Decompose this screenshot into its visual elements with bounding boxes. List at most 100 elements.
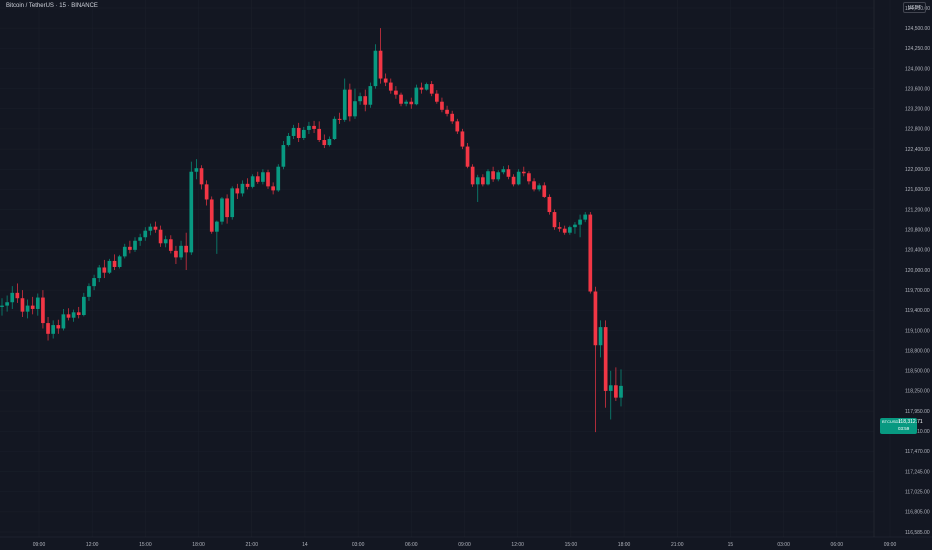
candle-body[interactable] <box>552 212 557 228</box>
candle-body[interactable] <box>204 184 209 200</box>
candle-body[interactable] <box>455 121 460 132</box>
candle-body[interactable] <box>87 286 91 297</box>
candle-body[interactable] <box>240 183 245 194</box>
candle-body[interactable] <box>71 312 76 318</box>
candle-body[interactable] <box>378 50 383 79</box>
candle-body[interactable] <box>112 260 117 267</box>
candle-body[interactable] <box>179 245 183 258</box>
candle-body[interactable] <box>46 323 50 334</box>
candle-body[interactable] <box>250 176 255 187</box>
candle-body[interactable] <box>557 227 562 229</box>
candle-body[interactable] <box>61 314 66 329</box>
candle-body[interactable] <box>307 125 311 130</box>
candle-body[interactable] <box>445 109 449 114</box>
candle-body[interactable] <box>148 226 153 231</box>
candle-body[interactable] <box>470 166 475 185</box>
candle-body[interactable] <box>133 240 137 250</box>
candle-body[interactable] <box>276 166 281 191</box>
candle-body[interactable] <box>506 169 511 177</box>
candle-body[interactable] <box>245 183 250 187</box>
candle-body[interactable] <box>20 298 25 312</box>
candle-body[interactable] <box>281 145 286 167</box>
candle-body[interactable] <box>388 82 393 91</box>
candle-body[interactable] <box>143 230 148 238</box>
candle-body[interactable] <box>481 177 485 185</box>
candle-body[interactable] <box>312 125 316 129</box>
candle-body[interactable] <box>465 146 470 167</box>
candle-body[interactable] <box>532 181 536 190</box>
candle-body[interactable] <box>429 84 434 94</box>
candle-body[interactable] <box>358 96 362 102</box>
candle-body[interactable] <box>10 292 15 303</box>
candle-body[interactable] <box>578 219 582 225</box>
candle-body[interactable] <box>475 177 480 185</box>
candle-body[interactable] <box>511 176 516 185</box>
candle-body[interactable] <box>15 292 20 299</box>
candle-body[interactable] <box>291 127 296 136</box>
candle-body[interactable] <box>0 305 4 307</box>
candle-body[interactable] <box>342 89 347 120</box>
candle-body[interactable] <box>102 267 107 273</box>
candle-body[interactable] <box>501 169 506 173</box>
candle-body[interactable] <box>107 260 112 273</box>
candle-body[interactable] <box>332 118 337 139</box>
candle-body[interactable] <box>363 96 368 105</box>
candle-body[interactable] <box>353 101 357 117</box>
candle-body[interactable] <box>542 185 547 197</box>
candle-body[interactable] <box>603 327 608 391</box>
candle-body[interactable] <box>562 228 567 233</box>
candle-body[interactable] <box>138 237 142 241</box>
currency-badge[interactable]: USDT <box>903 2 926 13</box>
candle-body[interactable] <box>527 173 531 182</box>
candle-body[interactable] <box>496 172 501 180</box>
candle-body[interactable] <box>76 312 81 316</box>
price-axis[interactable]: 124,750.00 124,500.00 124,250.00 124,000.00… <box>905 6 930 536</box>
candle-body[interactable] <box>608 385 613 391</box>
candle-body[interactable] <box>5 302 9 306</box>
candle-body[interactable] <box>573 224 577 228</box>
candle-body[interactable] <box>30 305 35 309</box>
candle-body[interactable] <box>588 214 593 292</box>
candle-body[interactable] <box>547 196 552 213</box>
candle-body[interactable] <box>41 297 45 324</box>
candle-body[interactable] <box>619 385 623 398</box>
candle-body[interactable] <box>537 185 541 190</box>
candle-body[interactable] <box>35 297 40 309</box>
candle-body[interactable] <box>189 171 194 253</box>
candle-body[interactable] <box>163 239 168 244</box>
candle-body[interactable] <box>174 250 178 258</box>
candle-body[interactable] <box>92 278 96 287</box>
candle-body[interactable] <box>66 314 71 318</box>
candle-body[interactable] <box>117 256 122 267</box>
candle-body[interactable] <box>286 135 291 146</box>
candle-body[interactable] <box>583 214 588 220</box>
candle-body[interactable] <box>424 84 429 90</box>
candle-body[interactable] <box>434 93 439 102</box>
candle-body[interactable] <box>51 325 55 334</box>
candle-body[interactable] <box>261 172 265 182</box>
candle-body[interactable] <box>56 325 61 329</box>
candle-body[interactable] <box>614 385 618 398</box>
candle-body[interactable] <box>271 186 275 191</box>
candle-body[interactable] <box>153 226 158 230</box>
candle-body[interactable] <box>122 246 127 257</box>
candle-body[interactable] <box>337 118 342 120</box>
candle-body[interactable] <box>97 267 102 279</box>
candle-body[interactable] <box>348 89 352 117</box>
candle-body[interactable] <box>460 131 465 147</box>
candle-body[interactable] <box>373 50 378 87</box>
candle-body[interactable] <box>82 296 86 316</box>
candle-body[interactable] <box>383 78 388 83</box>
candle-body[interactable] <box>486 171 490 185</box>
candle-body[interactable] <box>450 113 455 122</box>
symbol-title[interactable]: Bitcoin / TetherUS · 15 · BINANCE <box>6 3 98 9</box>
candle-body[interactable] <box>394 90 398 95</box>
candle-body[interactable] <box>128 246 132 250</box>
candle-body[interactable] <box>593 291 598 346</box>
candle-body[interactable] <box>419 87 424 90</box>
candle-body[interactable] <box>327 139 332 146</box>
candle-body[interactable] <box>168 239 173 251</box>
candle-body[interactable] <box>440 101 444 110</box>
candle-body[interactable] <box>230 188 235 218</box>
